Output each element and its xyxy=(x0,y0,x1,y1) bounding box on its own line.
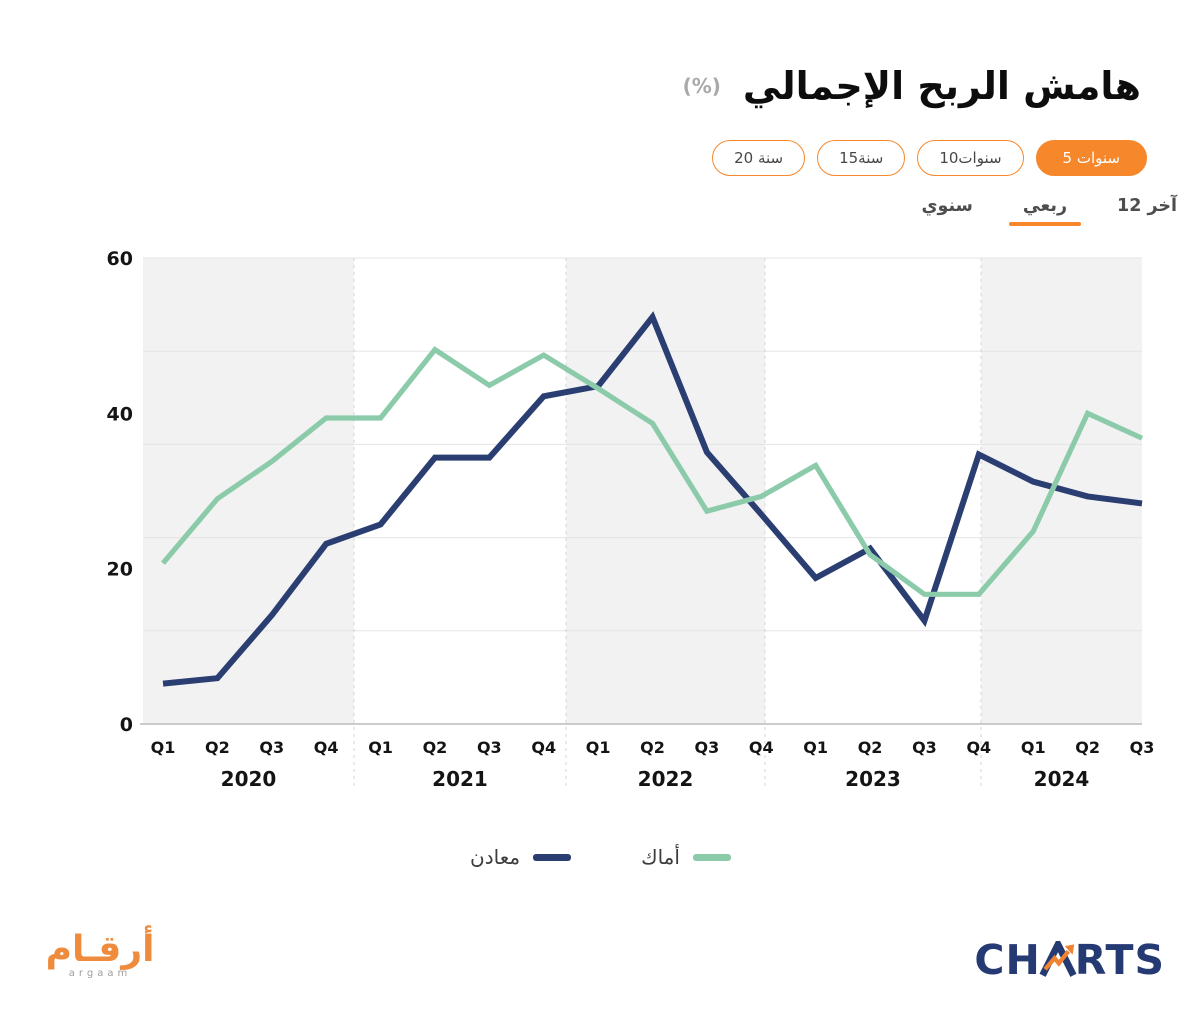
tab-quarterly-label: ربعي xyxy=(1022,196,1068,216)
argaam-logo-arabic-text: أرقـام xyxy=(45,929,155,970)
svg-text:2020: 2020 xyxy=(221,767,277,791)
svg-text:2022: 2022 xyxy=(638,767,694,791)
tab-annual[interactable]: سنوي xyxy=(921,196,972,226)
period-button-15y[interactable]: 15سنة xyxy=(817,140,906,176)
svg-text:40: 40 xyxy=(107,403,133,425)
tab-quarterly[interactable]: ربعي xyxy=(1008,196,1081,226)
svg-text:Q2: Q2 xyxy=(205,738,230,757)
svg-text:Q3: Q3 xyxy=(912,738,937,757)
svg-text:Q1: Q1 xyxy=(803,738,828,757)
charts-logo: CH RTS xyxy=(974,936,1165,984)
svg-text:Q2: Q2 xyxy=(423,738,448,757)
svg-text:Q3: Q3 xyxy=(1130,738,1155,757)
svg-text:Q2: Q2 xyxy=(640,738,665,757)
period-button-20y[interactable]: 20 سنة xyxy=(712,140,806,176)
unit-label: (%) xyxy=(682,74,721,98)
svg-text:Q1: Q1 xyxy=(151,738,176,757)
svg-text:Q4: Q4 xyxy=(749,738,774,757)
svg-text:Q4: Q4 xyxy=(314,738,339,757)
svg-text:2023: 2023 xyxy=(845,767,901,791)
legend-item-maaden[interactable]: معادن xyxy=(470,845,572,869)
argaam-logo-latin-text: argaam xyxy=(68,968,132,979)
svg-text:60: 60 xyxy=(107,248,133,270)
legend-label-maaden: معادن xyxy=(470,845,521,869)
tab-last-12-label: آخر 12 xyxy=(1117,196,1177,216)
svg-text:Q3: Q3 xyxy=(477,738,502,757)
period-button-5y[interactable]: 5 سنوات xyxy=(1035,140,1147,176)
svg-text:Q1: Q1 xyxy=(368,738,393,757)
period-selector: 20 سنة 15سنة 10سنوات 5 سنوات xyxy=(712,140,1147,176)
charts-logo-text-right: RTS xyxy=(1074,936,1165,984)
legend-item-amak[interactable]: أماك xyxy=(641,845,731,869)
title-row: (%) هامش الربح الإجمالي xyxy=(683,64,1141,108)
svg-text:Q2: Q2 xyxy=(858,738,883,757)
svg-text:Q3: Q3 xyxy=(259,738,284,757)
svg-text:0: 0 xyxy=(120,714,133,736)
svg-text:Q4: Q4 xyxy=(966,738,991,757)
trend-arrow-icon xyxy=(1039,941,1077,977)
chart-legend: معادن أماك xyxy=(0,845,1201,869)
charts-logo-text-left: CH xyxy=(974,936,1041,984)
svg-text:20: 20 xyxy=(107,559,133,581)
svg-text:2021: 2021 xyxy=(432,767,488,791)
tab-last-12[interactable]: آخر 12 xyxy=(1117,196,1177,226)
svg-text:2024: 2024 xyxy=(1034,767,1090,791)
tab-annual-label: سنوي xyxy=(921,196,973,216)
svg-text:Q2: Q2 xyxy=(1075,738,1100,757)
argaam-logo: أرقـام argaam xyxy=(40,929,160,980)
svg-text:Q1: Q1 xyxy=(586,738,611,757)
svg-text:Q1: Q1 xyxy=(1021,738,1046,757)
legend-swatch-green xyxy=(692,853,731,861)
svg-text:Q4: Q4 xyxy=(531,738,556,757)
svg-text:Q3: Q3 xyxy=(695,738,720,757)
legend-label-amak: أماك xyxy=(641,845,680,869)
period-button-10y[interactable]: 10سنوات xyxy=(917,140,1024,176)
page-title: هامش الربح الإجمالي xyxy=(742,64,1141,108)
legend-swatch-navy xyxy=(533,853,572,861)
view-tabs: سنوي ربعي آخر 12 xyxy=(921,196,1177,226)
active-tab-underline xyxy=(1008,222,1081,226)
